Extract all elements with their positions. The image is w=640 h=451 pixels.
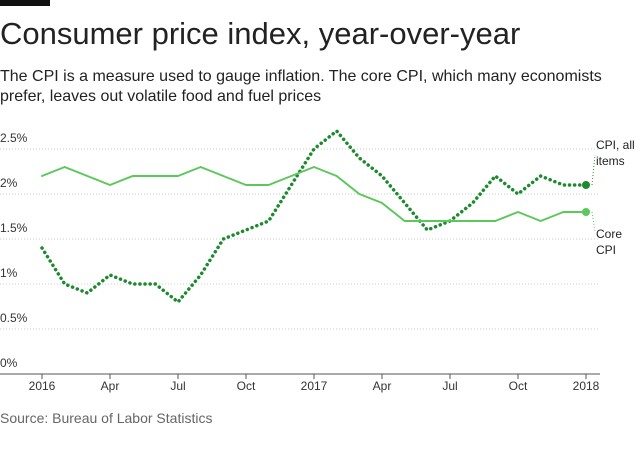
x-tick-label: Apr (101, 379, 120, 393)
end-point (582, 181, 590, 189)
x-tick-label: 2018 (573, 379, 600, 393)
y-tick-label: 0% (0, 356, 18, 370)
x-tick-label: Jul (170, 379, 185, 393)
x-tick-label: Oct (509, 379, 528, 393)
x-tick-label: 2016 (29, 379, 56, 393)
y-tick-label: 0.5% (0, 311, 28, 325)
source: Source: Bureau of Labor Statistics (0, 410, 213, 426)
top-bar (0, 0, 50, 6)
legend-label: Core CPI (596, 227, 623, 257)
line (41, 166, 587, 222)
y-tick-label: 2% (0, 176, 18, 190)
chart-title: Consumer price index, year-over-year (0, 16, 521, 51)
end-point (582, 208, 590, 216)
leader (591, 211, 596, 233)
x-tick-label: Oct (237, 379, 256, 393)
legend-label: CPI, all items (596, 138, 635, 168)
y-tick-label: 1% (0, 266, 18, 280)
leader (591, 154, 596, 186)
x-tick-label: Jul (442, 379, 457, 393)
line (40, 129, 588, 304)
chart-subtitle: The CPI is a measure used to gauge infla… (0, 68, 602, 105)
y-tick-label: 1.5% (0, 221, 28, 235)
y-tick-label: 2.5% (0, 131, 28, 145)
x-tick-label: 2017 (301, 379, 328, 393)
x-tick-label: Apr (373, 379, 392, 393)
